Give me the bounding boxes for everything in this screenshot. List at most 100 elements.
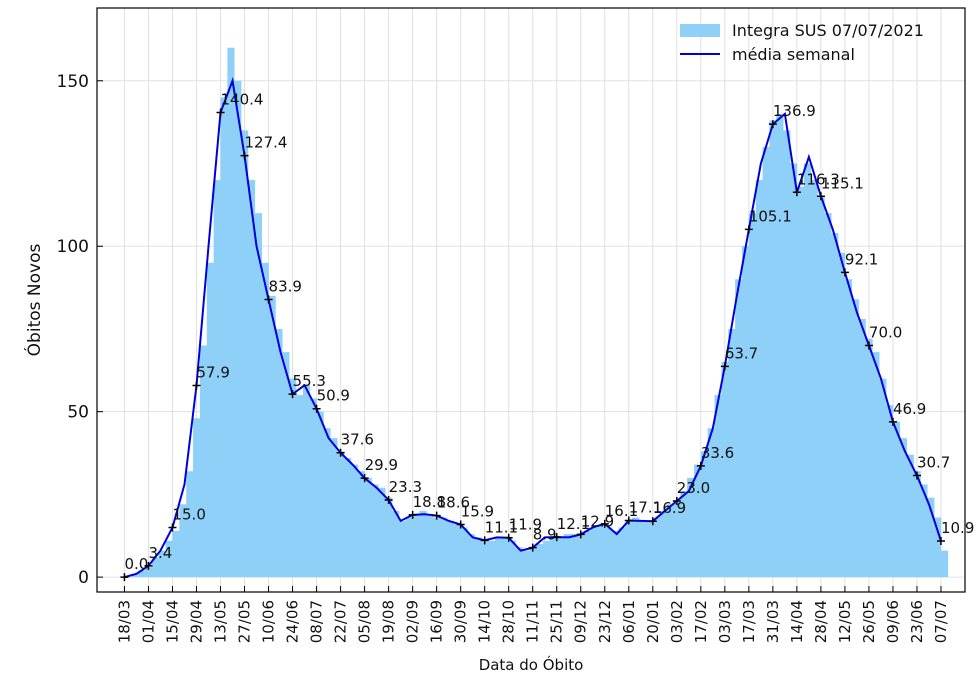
x-tick-label: 16/09	[428, 600, 446, 643]
bar	[927, 497, 935, 578]
bar	[584, 530, 592, 578]
bar	[440, 517, 448, 578]
x-tick-label: 20/01	[644, 600, 662, 643]
annotation-label: 140.4	[221, 91, 264, 109]
bar	[858, 319, 866, 578]
annotation-label: 23.3	[389, 478, 422, 496]
bar	[405, 517, 413, 578]
bar	[755, 180, 763, 578]
annotation-marker	[720, 362, 729, 371]
annotation-label: 37.6	[341, 431, 374, 449]
x-tick-label: 11/11	[524, 600, 542, 643]
bar	[460, 527, 468, 578]
annotation-marker	[840, 268, 849, 277]
bar	[392, 510, 400, 578]
annotation-label: 33.6	[701, 444, 734, 462]
bar	[145, 567, 153, 578]
bar	[920, 484, 928, 578]
bar	[494, 537, 503, 578]
bar	[515, 547, 523, 578]
bar	[385, 497, 393, 578]
x-tick-label: 28/10	[500, 600, 518, 643]
annotation-label: 30.7	[917, 454, 950, 472]
bar	[844, 279, 853, 578]
annotation-label: 3.4	[148, 544, 172, 562]
annotation-marker	[600, 519, 609, 528]
annotation-marker	[576, 530, 585, 539]
x-tick-label: 23/06	[908, 600, 926, 643]
x-tick-label: 28/04	[812, 600, 830, 643]
annotation-label: 115.1	[821, 174, 864, 192]
x-tick-label: 09/06	[884, 600, 902, 643]
annotation-label: 15.0	[172, 505, 205, 523]
legend-swatch	[680, 24, 720, 37]
bar	[330, 438, 338, 578]
bar	[728, 328, 736, 578]
bar	[865, 338, 873, 578]
annotation-marker	[912, 471, 921, 480]
annotation-label: 116.3	[797, 170, 840, 188]
bar	[556, 537, 564, 578]
annotation-label: 92.1	[845, 250, 878, 268]
annotation-label: 15.9	[461, 503, 494, 521]
bar	[549, 537, 558, 578]
x-tick-label: 08/07	[308, 600, 326, 643]
x-axis-label: Data do Óbito	[479, 655, 584, 674]
bar	[687, 477, 695, 578]
bar	[282, 352, 290, 578]
bar	[769, 120, 777, 578]
bar	[879, 378, 887, 578]
annotation-marker	[816, 192, 825, 201]
annotation-marker	[360, 474, 369, 483]
bar	[508, 540, 516, 578]
annotation-label: 10.9	[941, 519, 974, 537]
annotation-label: 16.9	[653, 499, 686, 517]
bar	[220, 97, 228, 578]
x-tick-label: 12/05	[836, 600, 854, 643]
bar	[838, 252, 846, 578]
bar	[817, 196, 825, 578]
bar	[213, 180, 221, 578]
y-tick-label: 50	[67, 403, 89, 423]
annotation-label: 70.0	[869, 323, 902, 341]
x-tick-label: 02/09	[404, 600, 422, 643]
annotation-label: 0.0	[124, 555, 148, 573]
bar	[824, 213, 832, 578]
bar	[426, 514, 434, 578]
annotation-label: 127.4	[245, 134, 288, 152]
bar	[501, 537, 509, 578]
bar	[625, 520, 633, 578]
bar	[790, 163, 798, 578]
bar	[261, 262, 269, 578]
x-tick-label: 19/08	[380, 600, 398, 643]
x-tick-label: 27/05	[236, 600, 254, 643]
annotation-marker	[408, 510, 417, 519]
y-tick-label: 0	[78, 568, 89, 588]
bar	[762, 146, 770, 578]
bar	[412, 514, 420, 578]
bar	[680, 491, 688, 578]
x-tick-label: 03/02	[668, 600, 686, 643]
annotation-marker	[672, 497, 681, 506]
annotation-marker	[240, 151, 249, 160]
annotation-label: 50.9	[317, 387, 350, 405]
bar	[227, 47, 235, 578]
annotation-marker	[792, 188, 801, 197]
bar	[536, 544, 544, 578]
bar	[350, 464, 359, 578]
annotation-marker	[120, 573, 129, 582]
bar	[254, 213, 262, 578]
bar	[913, 471, 921, 578]
bar	[206, 262, 214, 578]
annotation-label: 12.9	[581, 512, 614, 530]
bar	[289, 378, 297, 578]
annotation-label: 11.1	[485, 518, 518, 536]
annotation-label: 83.9	[269, 278, 302, 296]
bar	[488, 540, 496, 578]
annotation-marker	[192, 381, 201, 390]
bar	[481, 540, 489, 578]
y-axis-label: Óbitos Novos	[23, 244, 45, 357]
annotation-marker	[504, 533, 513, 542]
annotation-label: 55.3	[293, 372, 326, 390]
annotation-marker	[456, 520, 465, 529]
